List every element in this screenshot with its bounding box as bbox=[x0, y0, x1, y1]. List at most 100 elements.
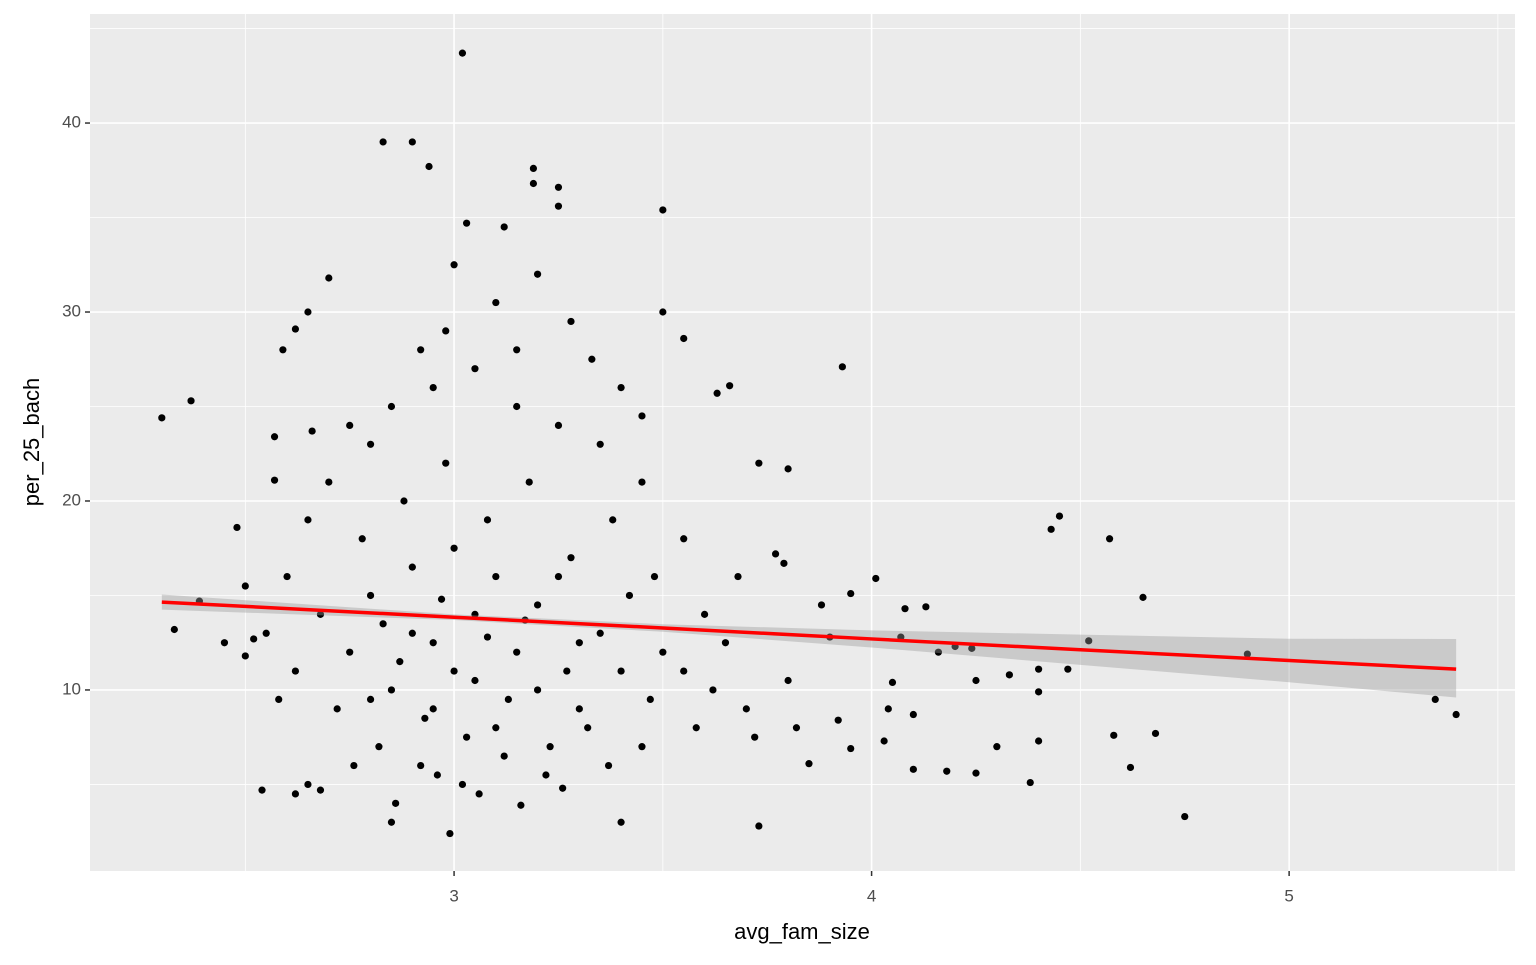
point bbox=[755, 822, 763, 830]
point bbox=[680, 334, 688, 343]
point bbox=[500, 223, 508, 231]
point bbox=[475, 790, 483, 798]
x-tick-label: 4 bbox=[867, 886, 876, 905]
point bbox=[588, 355, 596, 363]
point bbox=[659, 308, 667, 316]
point bbox=[847, 589, 855, 598]
point bbox=[1047, 525, 1055, 533]
point bbox=[325, 478, 333, 486]
point bbox=[1151, 729, 1160, 738]
point bbox=[1055, 512, 1064, 520]
point bbox=[638, 743, 646, 751]
point bbox=[429, 639, 437, 647]
point bbox=[901, 605, 909, 613]
point bbox=[1085, 637, 1093, 645]
point bbox=[638, 412, 646, 420]
y-tick-label: 10 bbox=[62, 679, 81, 698]
point bbox=[291, 667, 300, 675]
point bbox=[784, 676, 792, 685]
point bbox=[366, 591, 375, 600]
point bbox=[417, 761, 425, 770]
point bbox=[291, 790, 300, 798]
point bbox=[325, 274, 333, 282]
point bbox=[408, 629, 416, 637]
point bbox=[483, 633, 492, 641]
point bbox=[471, 365, 479, 373]
point bbox=[567, 554, 575, 562]
point bbox=[500, 752, 508, 760]
point bbox=[387, 402, 396, 411]
point bbox=[596, 440, 604, 448]
point bbox=[1064, 665, 1072, 673]
point bbox=[250, 635, 258, 643]
point bbox=[417, 346, 425, 354]
point bbox=[450, 667, 458, 675]
point bbox=[751, 733, 759, 741]
point bbox=[838, 363, 846, 371]
point bbox=[258, 786, 266, 794]
point bbox=[847, 744, 855, 753]
y-tick-label: 20 bbox=[62, 490, 81, 509]
point bbox=[1243, 650, 1251, 658]
point bbox=[241, 582, 249, 590]
point bbox=[617, 667, 625, 675]
point bbox=[366, 695, 375, 704]
point bbox=[471, 610, 479, 618]
point bbox=[713, 389, 721, 397]
point bbox=[567, 317, 575, 326]
point bbox=[387, 686, 396, 694]
point bbox=[646, 695, 654, 704]
point bbox=[425, 162, 433, 171]
y-axis-title: per_25_bach bbox=[19, 378, 44, 506]
point bbox=[533, 270, 542, 278]
point bbox=[792, 724, 801, 732]
point bbox=[872, 574, 880, 583]
point bbox=[1431, 695, 1439, 704]
point bbox=[421, 714, 429, 722]
point bbox=[1035, 737, 1043, 745]
point bbox=[604, 761, 613, 770]
point bbox=[396, 658, 404, 666]
point bbox=[513, 346, 521, 354]
point bbox=[546, 743, 554, 751]
point bbox=[805, 760, 813, 768]
point bbox=[638, 478, 646, 486]
point bbox=[742, 705, 750, 713]
point bbox=[187, 397, 195, 405]
point bbox=[517, 801, 525, 809]
point bbox=[458, 49, 467, 57]
point bbox=[450, 544, 458, 552]
fit-line bbox=[161, 600, 1457, 671]
point bbox=[584, 724, 592, 732]
point bbox=[1452, 710, 1460, 719]
point bbox=[888, 678, 897, 687]
point bbox=[972, 676, 980, 685]
point bbox=[617, 818, 625, 826]
point bbox=[1035, 688, 1043, 696]
point bbox=[275, 695, 283, 704]
point bbox=[880, 737, 888, 745]
point bbox=[692, 724, 700, 732]
point bbox=[680, 535, 688, 543]
point bbox=[463, 219, 471, 227]
point bbox=[233, 523, 241, 532]
point bbox=[575, 705, 583, 713]
point bbox=[408, 138, 416, 146]
point bbox=[1126, 763, 1135, 772]
point bbox=[241, 652, 249, 660]
point bbox=[709, 686, 717, 694]
point bbox=[563, 667, 571, 675]
point bbox=[993, 743, 1001, 751]
point bbox=[304, 308, 312, 316]
point bbox=[529, 179, 538, 188]
point bbox=[400, 497, 408, 505]
point bbox=[755, 459, 763, 467]
point bbox=[158, 414, 166, 422]
point bbox=[446, 829, 454, 838]
point bbox=[442, 459, 450, 467]
point bbox=[1026, 778, 1034, 787]
point bbox=[817, 601, 826, 609]
point bbox=[1005, 671, 1013, 679]
point bbox=[492, 298, 500, 307]
point bbox=[1181, 812, 1189, 821]
